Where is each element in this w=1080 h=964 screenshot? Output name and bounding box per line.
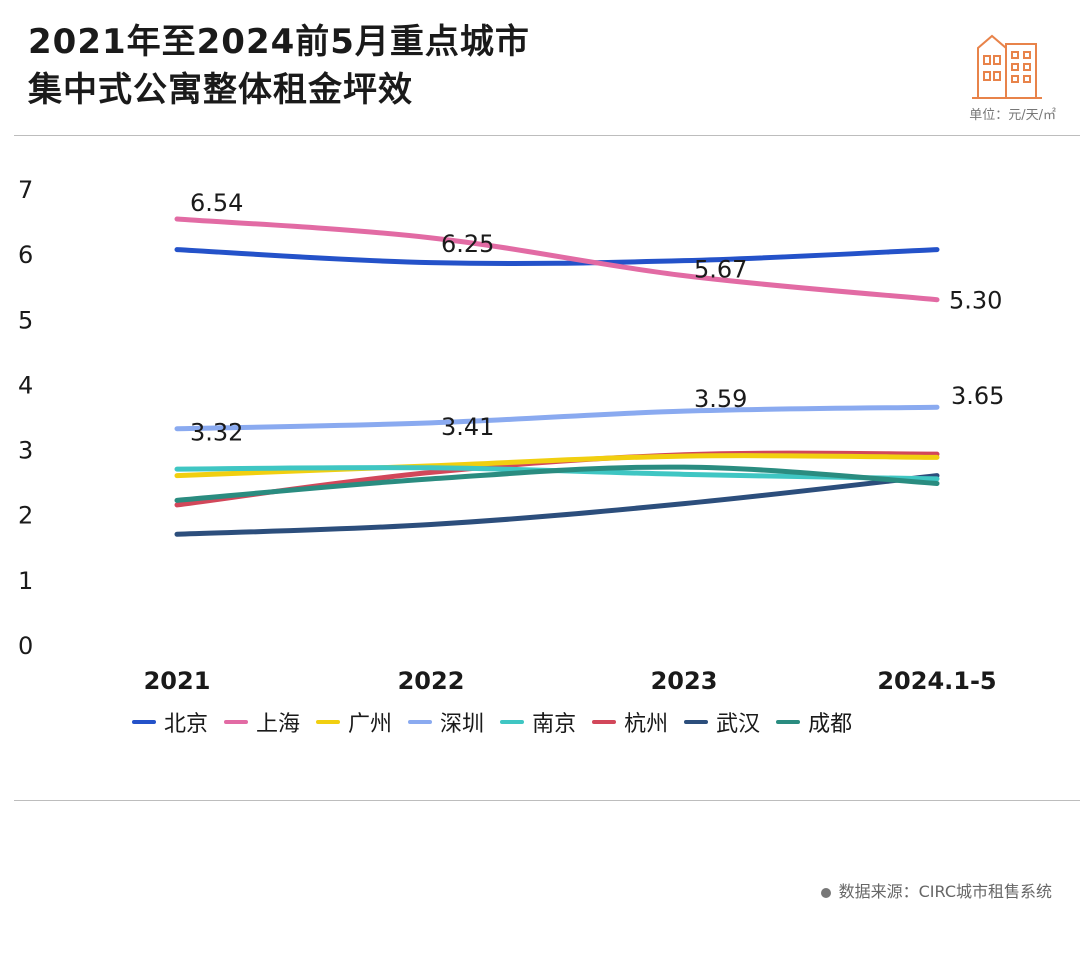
series-line-武汉 (174, 473, 940, 537)
top-divider (14, 135, 1080, 136)
bottom-divider (14, 800, 1080, 801)
y-tick-label: 5 (18, 306, 33, 334)
source-note: 数据来源：CIRC城市租售系统 (820, 878, 1052, 902)
legend-swatch (132, 720, 156, 724)
legend-swatch (408, 720, 433, 724)
legend-swatch (776, 720, 801, 724)
legend-label: 深圳 (440, 712, 485, 737)
building-icon (972, 34, 1042, 99)
y-tick-label: 3 (18, 437, 33, 465)
legend-item: 广州 (316, 706, 392, 738)
data-label: 3.65 (951, 382, 1004, 410)
legend-item: 上海 (224, 706, 300, 738)
legend-item: 南京 (500, 706, 576, 738)
legend-label: 成都 (808, 712, 853, 737)
y-tick-label: 4 (18, 371, 33, 399)
x-tick-label: 2022 (398, 667, 465, 695)
y-tick-label: 6 (18, 241, 33, 269)
x-tick-label: 2021 (144, 667, 211, 695)
legend-swatch (224, 720, 249, 724)
y-tick-label: 7 (18, 176, 33, 204)
series-line-北京 (174, 247, 940, 267)
legend-item: 武汉 (684, 706, 760, 738)
legend-swatch (316, 720, 341, 724)
data-label: 3.41 (441, 413, 494, 441)
legend-item: 成都 (776, 706, 852, 738)
legend-swatch (500, 720, 525, 724)
bullet-icon (820, 887, 831, 898)
data-label: 5.67 (694, 256, 747, 284)
legend-item: 北京 (132, 706, 208, 738)
series-line-深圳 (174, 404, 940, 432)
chart-title-line-2: 集中式公寓整体租金坪效 (28, 70, 413, 110)
data-label: 5.30 (949, 287, 1002, 315)
data-label: 3.32 (190, 419, 243, 447)
series-line-上海 (174, 216, 940, 303)
y-tick-label: 0 (18, 632, 33, 660)
legend-swatch (592, 720, 617, 724)
legend-label: 广州 (348, 712, 393, 737)
legend-label: 杭州 (624, 712, 669, 737)
data-label: 3.59 (694, 385, 747, 413)
legend-label: 北京 (164, 712, 209, 737)
y-tick-label: 2 (18, 502, 33, 530)
legend-label: 武汉 (716, 712, 761, 737)
data-label: 6.25 (441, 230, 494, 258)
legend: 北京 上海 广州 深圳 南京 杭州 武汉 成都 (132, 706, 868, 738)
y-tick-label: 1 (18, 567, 33, 595)
legend-label: 南京 (532, 712, 577, 737)
x-tick-label: 2024.1-5 (877, 667, 996, 695)
legend-swatch (684, 720, 709, 724)
legend-label: 上海 (256, 712, 301, 737)
series-line-成都 (174, 464, 940, 503)
line-chart: 0 1 2 3 4 5 6 7 2021 2022 2023 2024.1-5 6.54 6.25 5.67… (18, 176, 1004, 695)
legend-item: 杭州 (592, 706, 668, 738)
series-line-广州 (174, 453, 940, 479)
source-text: 数据来源：CIRC城市租售系统 (838, 882, 1052, 901)
chart-title-line-1: 2021年至2024前5月重点城市 (28, 22, 530, 62)
data-label: 6.54 (190, 189, 243, 217)
x-tick-label: 2023 (651, 667, 718, 695)
legend-item: 深圳 (408, 706, 484, 738)
unit-label: 单位：元/天/㎡ (969, 108, 1056, 123)
